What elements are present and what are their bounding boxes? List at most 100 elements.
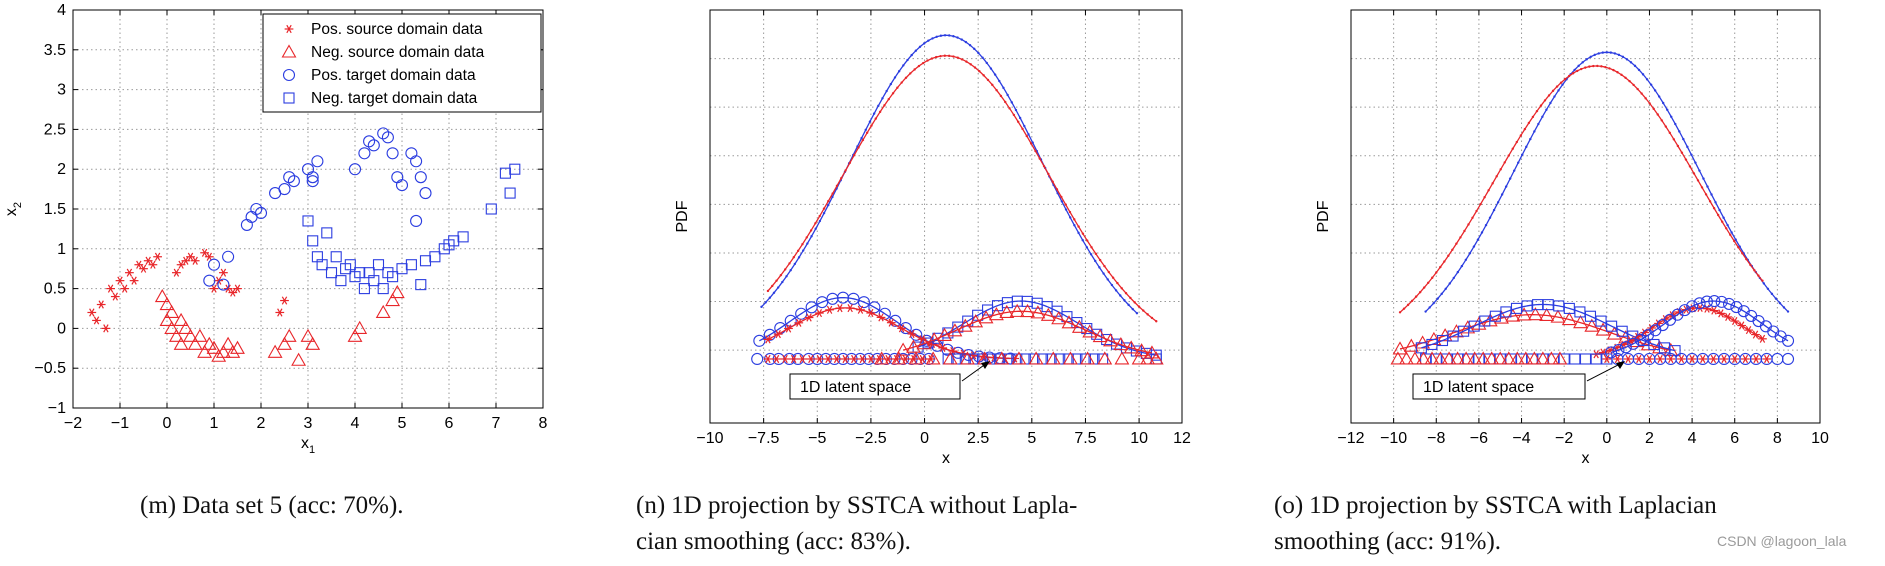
baseline-points (1390, 351, 1795, 366)
curve-marker (1020, 303, 1035, 318)
curve-dot (776, 286, 780, 289)
data-point (287, 175, 300, 188)
curve-dot (1111, 276, 1115, 279)
ytick-label: 1.5 (44, 201, 66, 218)
series-0 (87, 248, 289, 333)
data-point (504, 187, 516, 199)
curve-dot (1576, 69, 1579, 73)
curve-dot (1625, 58, 1629, 61)
curve-dot (1649, 83, 1653, 86)
baseline-point (1623, 354, 1633, 364)
curve-dot (835, 184, 839, 188)
curve-dot (917, 64, 921, 68)
baseline-point (1028, 351, 1044, 365)
baseline-point (1475, 351, 1491, 365)
baseline-points (751, 351, 1164, 366)
curve-dot (1541, 115, 1544, 118)
curve-marker (1605, 346, 1618, 359)
curve-dot (1448, 282, 1451, 285)
data-point (281, 328, 297, 342)
curve-dot (874, 117, 877, 120)
curve-dot (1525, 145, 1528, 149)
curve-dot (1549, 101, 1552, 105)
curve-dot (1444, 287, 1447, 290)
xtick-label: −7.5 (748, 430, 780, 447)
curve-dot (1584, 66, 1587, 69)
curve-dot (1475, 209, 1478, 213)
xtick-label: 3 (304, 415, 313, 432)
annotation: 1D latent space (789, 360, 990, 400)
xtick-label: −2 (1555, 430, 1573, 447)
curve-dot (1694, 161, 1697, 164)
data-point (306, 171, 319, 184)
curve-dot (1553, 95, 1556, 98)
xtick-label: 6 (1730, 430, 1739, 447)
data-point (348, 163, 362, 176)
curve-marker (1723, 312, 1733, 322)
curve-dot (904, 76, 908, 79)
curve-dot (1529, 137, 1532, 141)
curve-dot (906, 58, 909, 62)
curve-dot (1551, 89, 1555, 93)
data-point (275, 308, 285, 317)
data-point (358, 283, 370, 295)
data-point (278, 183, 291, 196)
curve-dot (1749, 263, 1752, 267)
curve-marker (1658, 342, 1671, 354)
curve-dot (1021, 127, 1024, 131)
curve-dot (1684, 158, 1688, 161)
data-point (197, 344, 213, 358)
caption-o-line2: smoothing (acc: 91%). (1274, 528, 1502, 555)
curve-dot (1531, 115, 1535, 119)
ytick-label: 2.5 (44, 121, 66, 138)
curve-dot (986, 78, 990, 82)
ytick-label: 1 (57, 241, 66, 258)
curve-dot (1698, 169, 1701, 172)
curve-marker (857, 296, 870, 309)
data-point (352, 320, 368, 334)
curve-dot (857, 146, 860, 149)
baseline-point (925, 351, 941, 365)
curve-dot (1472, 245, 1476, 248)
xtick-label: 4 (1688, 430, 1697, 447)
curve-marker (1447, 330, 1459, 342)
baseline-point (875, 354, 884, 364)
curve-marker (1686, 300, 1699, 313)
curve-line (1421, 303, 1676, 352)
baseline-point (891, 351, 907, 365)
curve-dot (1451, 248, 1454, 251)
curve-dot (1729, 233, 1732, 236)
watermark-text: CSDN @lagoon_lala (1717, 533, 1847, 549)
curve-dot (1142, 309, 1145, 312)
curve-dot (1766, 287, 1770, 290)
data-point (347, 328, 363, 342)
curve-dot (1714, 201, 1717, 204)
curve-dot (1476, 238, 1480, 241)
curve-dot (1600, 65, 1603, 68)
curve-dot (887, 97, 890, 101)
curve-dot (877, 104, 880, 108)
curve-dot (814, 227, 817, 230)
data-point (225, 344, 241, 358)
data-point (101, 324, 111, 333)
chart-m: −2 −1 0 1 2 3 4 5 6 7 8−1−0.500.511.522.533.54x1x2… (3, 2, 548, 456)
curve-dot (1102, 272, 1105, 275)
curve-dot (1678, 130, 1681, 133)
data-point (206, 340, 222, 354)
baseline-point (1140, 351, 1156, 365)
curve-dot (796, 249, 800, 253)
baseline-point (1552, 351, 1568, 365)
curve-marker (999, 304, 1015, 318)
curve-dot (922, 61, 925, 65)
curve-marker (1616, 325, 1628, 337)
data-point (311, 155, 324, 168)
curve-marker (1426, 338, 1438, 351)
annotation-arrow (1586, 362, 1623, 382)
data-point (125, 268, 134, 277)
legend-marker (284, 24, 294, 34)
baseline-point (806, 354, 816, 364)
data-point (372, 259, 385, 271)
curve-dot (995, 89, 998, 92)
curve-dot (902, 64, 905, 67)
curve-marker (835, 304, 845, 313)
